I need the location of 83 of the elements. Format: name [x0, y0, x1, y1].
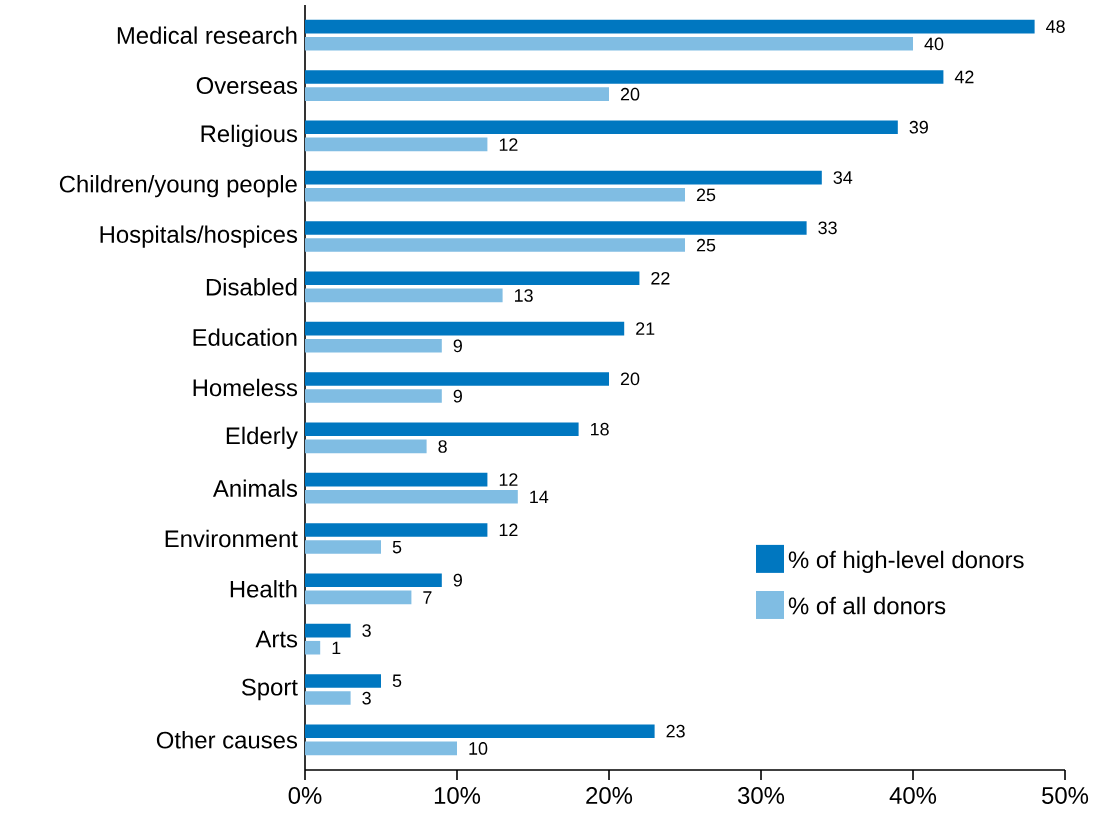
legend-label: % of all donors: [788, 596, 946, 615]
x-tick-label: 40%: [889, 787, 937, 804]
y-tick-label: Education: [193, 328, 297, 346]
y-tick-label: Overseas: [196, 77, 298, 94]
data-label: 48: [1046, 20, 1065, 33]
x-tick-label: 50%: [1042, 787, 1089, 804]
data-label: 5: [392, 540, 402, 554]
data-label: 10: [469, 742, 488, 755]
bar: [305, 691, 351, 705]
y-tick-label: Other causes: [156, 731, 298, 749]
bar: [305, 590, 412, 605]
y-tick-label: Children/young people: [59, 175, 297, 198]
data-label: 33: [818, 221, 837, 235]
bar: [305, 187, 686, 202]
data-label: 12: [499, 523, 518, 537]
bar: [305, 238, 686, 252]
data-label: 12: [499, 138, 518, 151]
bar: [305, 87, 610, 101]
y-tick-label: Sport: [241, 678, 298, 701]
bar: [305, 288, 503, 303]
data-label: 23: [666, 724, 685, 738]
y-tick-label: Hospitals/hospices: [100, 225, 298, 248]
y-tick-label: Arts: [255, 630, 298, 648]
data-label: 21: [636, 322, 655, 335]
y-tick-label: Homeless: [193, 378, 298, 397]
y-tick-label: Elderly: [226, 426, 298, 449]
data-label: 1: [332, 641, 341, 654]
bar: [305, 137, 488, 152]
bar: [305, 372, 610, 386]
data-label: 9: [453, 389, 462, 403]
bar: [305, 540, 381, 554]
bar: [305, 321, 625, 336]
bar: [305, 422, 579, 437]
data-label: 3: [362, 691, 371, 705]
bar: [305, 489, 518, 504]
y-tick-label: Medical research: [117, 26, 297, 44]
y-tick-label: Animals: [212, 479, 298, 497]
data-label: 12: [499, 473, 518, 486]
y-tick-label: Health: [230, 580, 297, 598]
bar: [305, 389, 442, 403]
data-label: 25: [696, 188, 716, 202]
data-label: 9: [453, 339, 462, 353]
data-label: 22: [651, 271, 670, 285]
data-label: 40: [924, 37, 944, 51]
bar: [305, 623, 351, 638]
data-label: 20: [620, 87, 640, 101]
data-label: 20: [620, 372, 640, 386]
bar: [305, 19, 1035, 34]
y-tick-label: Environment: [165, 529, 298, 548]
data-label: 34: [833, 171, 853, 184]
data-label: 42: [954, 70, 974, 84]
bar: [305, 674, 381, 688]
data-label: 14: [530, 490, 549, 503]
x-tick-label: 10%: [434, 787, 481, 804]
data-label: 3: [362, 624, 371, 637]
data-label: 18: [591, 422, 609, 436]
bar: [305, 640, 321, 655]
y-tick-label: Disabled: [206, 278, 297, 296]
data-label: 25: [696, 238, 716, 252]
bar: [305, 170, 822, 185]
bar: [305, 741, 457, 756]
bar: [305, 439, 427, 454]
bar: [305, 724, 655, 739]
bar: [305, 338, 442, 353]
bar: [305, 70, 944, 84]
data-label: 7: [423, 591, 432, 604]
bar: [305, 36, 914, 51]
data-label: 8: [438, 440, 447, 453]
x-tick-label: 20%: [586, 787, 633, 804]
bar: [305, 573, 442, 588]
bar: [305, 523, 488, 537]
data-label: 13: [515, 289, 533, 302]
x-tick-label: 30%: [737, 787, 785, 804]
x-tick-label: 0%: [288, 787, 322, 804]
bar: [305, 472, 488, 487]
legend-label: % of high-level donors: [788, 550, 1024, 574]
bar: [305, 221, 807, 235]
y-tick-label: Religious: [201, 124, 298, 148]
data-label: 5: [392, 674, 402, 688]
data-label: 9: [453, 573, 462, 587]
data-label: 39: [909, 120, 928, 134]
bar: [305, 271, 640, 286]
bar: [305, 120, 898, 135]
